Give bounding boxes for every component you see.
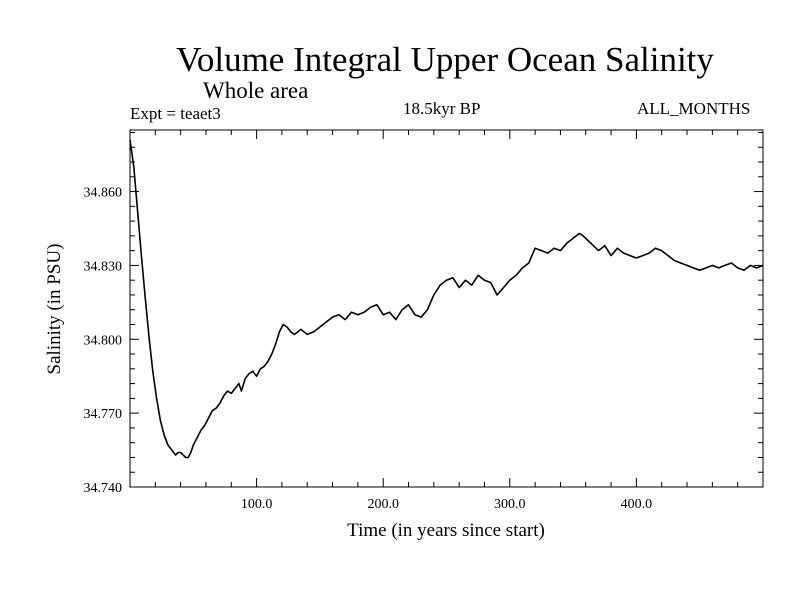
x-axis-label: Time (in years since start)	[347, 520, 545, 541]
x-tick-label: 100.0	[241, 497, 273, 512]
y-axis-label: Salinity (in PSU)	[44, 244, 65, 375]
period-label: 18.5kyr BP	[403, 99, 481, 118]
salinity-series-line	[129, 139, 764, 459]
chart-title: Volume Integral Upper Ocean Salinity	[176, 40, 714, 79]
months-label: ALL_MONTHS	[637, 99, 751, 118]
y-tick-label: 34.800	[84, 333, 123, 348]
y-tick-label: 34.740	[84, 481, 123, 496]
plot-frame	[129, 129, 764, 488]
x-tick-label: 400.0	[621, 497, 653, 512]
experiment-label: Expt = teaet3	[130, 104, 221, 123]
axis-ticks	[130, 130, 763, 487]
chart-subtitle: Whole area	[203, 78, 309, 103]
x-tick-label: 200.0	[367, 497, 399, 512]
y-tick-label: 34.860	[84, 186, 123, 201]
y-tick-label: 34.770	[84, 407, 123, 422]
y-tick-label: 34.830	[84, 259, 123, 274]
x-tick-label: 300.0	[494, 497, 526, 512]
tick-labels: 100.0 200.0 300.0 400.0 34.740 34.770 34.800 34…	[84, 186, 653, 512]
